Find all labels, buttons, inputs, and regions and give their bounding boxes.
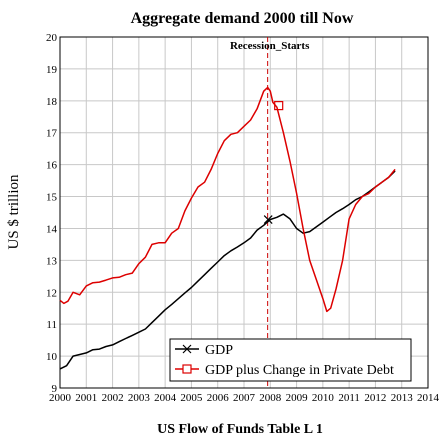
x-tick-label: 2004 xyxy=(154,392,177,404)
legend-debt-label: GDP plus Change in Private Debt xyxy=(205,363,394,378)
x-tick-label: 2002 xyxy=(102,392,124,404)
y-tick-label: 17 xyxy=(46,128,58,140)
y-tick-label: 14 xyxy=(46,223,58,235)
y-tick-label: 18 xyxy=(46,96,58,108)
y-tick-label: 12 xyxy=(46,287,57,299)
legend-debt-marker-icon xyxy=(182,364,192,374)
chart-title: Aggregate demand 2000 till Now xyxy=(131,10,354,27)
x-tick-label: 2012 xyxy=(364,392,386,404)
x-tick-label: 2014 xyxy=(417,392,440,404)
y-tick-label: 15 xyxy=(46,192,58,204)
y-tick-label: 20 xyxy=(46,32,58,44)
y-tick-label: 9 xyxy=(52,383,58,395)
x-tick-label: 2006 xyxy=(207,392,230,404)
legend-box xyxy=(169,338,412,382)
debt-marker-icon xyxy=(274,101,284,111)
y-axis-label: US $ trillion xyxy=(6,174,22,250)
y-tick-label: 10 xyxy=(46,351,58,363)
x-axis-ticks: 2000 2001 2002 2003 2004 2005 2006 2007 2008 2009… xyxy=(49,392,440,404)
series-line-gdp-plus-debt xyxy=(59,86,396,313)
gdp-marker-icon xyxy=(263,215,273,224)
x-tick-label: 2011 xyxy=(338,392,360,404)
grid xyxy=(59,36,429,389)
series-layer xyxy=(59,86,396,370)
x-tick-label: 2010 xyxy=(312,392,335,404)
legend-gdp-label: GDP xyxy=(205,343,233,358)
recession-annotation: Recession_Starts xyxy=(230,40,310,52)
y-tick-label: 13 xyxy=(46,255,58,267)
x-tick-label: 2007 xyxy=(233,392,256,404)
x-tick-label: 2005 xyxy=(180,392,203,404)
x-tick-label: 2000 xyxy=(49,392,72,404)
x-tick-label: 2001 xyxy=(75,392,97,404)
legend-gdp-marker-icon xyxy=(182,344,192,354)
plot-area xyxy=(59,36,429,389)
series-line-gdp xyxy=(59,170,396,370)
y-tick-label: 19 xyxy=(46,64,58,76)
x-tick-label: 2013 xyxy=(391,392,414,404)
x-tick-label: 2003 xyxy=(128,392,151,404)
x-tick-label: 2009 xyxy=(286,392,309,404)
y-tick-label: 16 xyxy=(46,160,58,172)
x-tick-label: 2008 xyxy=(259,392,282,404)
y-tick-label: 11 xyxy=(46,319,57,331)
y-axis-ticks: 9 10 11 12 13 14 15 16 17 18 19 20 xyxy=(46,32,58,395)
x-axis-label: US Flow of Funds Table L 1 xyxy=(157,422,323,437)
legend: GDP GDP plus Change in Private Debt xyxy=(169,338,412,382)
